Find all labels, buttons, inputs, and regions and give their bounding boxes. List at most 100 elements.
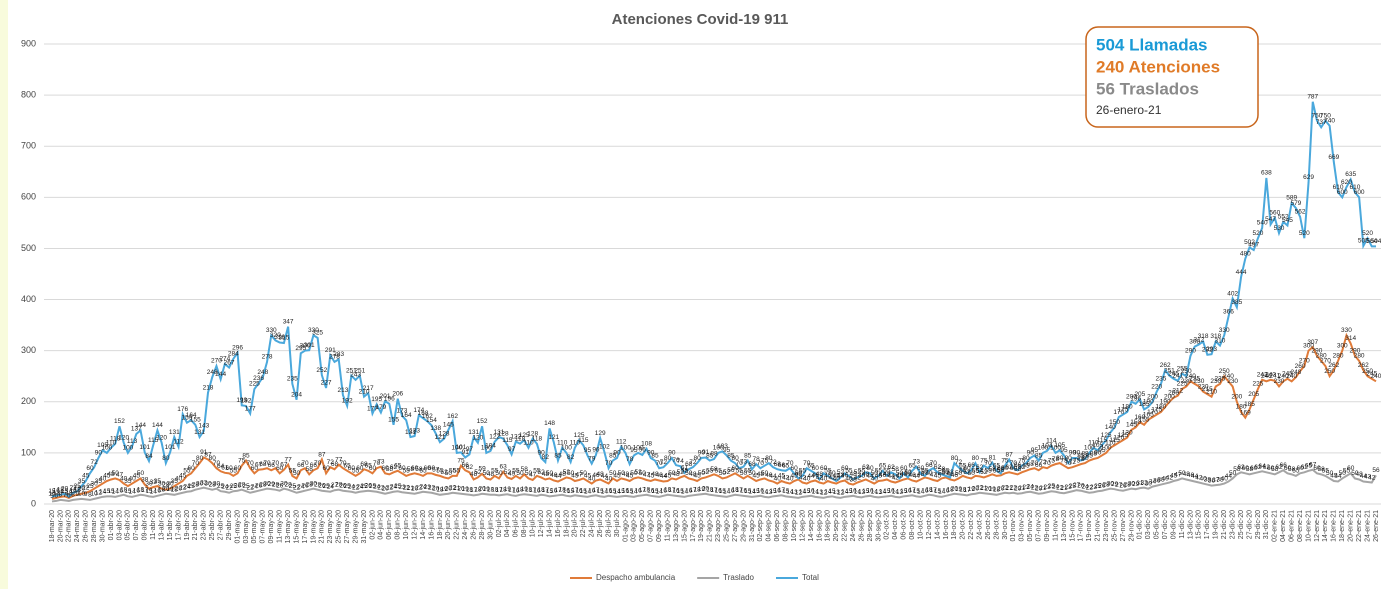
data-label: 58	[1271, 466, 1279, 473]
data-label: 250	[1181, 368, 1192, 375]
data-label: 18	[436, 487, 444, 494]
data-label: 70	[339, 460, 347, 467]
data-label: 240	[1261, 373, 1272, 380]
x-tick-label: 01-nov-20	[1010, 510, 1017, 542]
data-label: 100	[481, 445, 492, 452]
data-label: 18	[474, 487, 482, 494]
data-label: 60	[963, 465, 971, 472]
data-label: 241	[1172, 373, 1183, 380]
y-tick-label: 400	[21, 294, 36, 304]
data-label: 85	[651, 452, 659, 459]
data-label: 45	[833, 473, 841, 480]
x-tick-label: 24-ene-21	[1364, 510, 1371, 542]
data-label: 38	[850, 476, 858, 483]
data-label: 44	[807, 473, 815, 480]
data-label: 14	[656, 489, 664, 496]
data-label: 505	[1358, 238, 1369, 245]
x-tick-label: 23-abr-20	[201, 510, 208, 540]
data-label: 28	[162, 481, 170, 488]
data-label: 248	[1290, 369, 1301, 376]
data-label: 280	[1316, 353, 1327, 360]
x-tick-label: 03-dic-20	[1145, 510, 1152, 539]
data-label: 8	[88, 492, 92, 499]
data-label: 17	[736, 487, 744, 494]
data-label: 131	[494, 429, 505, 436]
data-label: 55	[681, 468, 689, 475]
x-tick-label: 05-dic-20	[1154, 510, 1161, 539]
x-tick-label: 21-abr-20	[192, 510, 199, 540]
data-label: 17	[689, 487, 697, 494]
data-label: 205	[1248, 391, 1259, 398]
x-tick-label: 03-ago-20	[631, 510, 638, 542]
data-label: 17	[571, 487, 579, 494]
data-label: 52	[963, 469, 971, 476]
data-label: 7	[63, 492, 67, 499]
data-label: 17	[909, 487, 917, 494]
data-label: 18	[491, 487, 499, 494]
data-label: 21	[1006, 485, 1014, 492]
data-label: 20	[445, 485, 453, 492]
data-label: 50	[719, 470, 727, 477]
x-tick-label: 05-nov-20	[1027, 510, 1034, 542]
data-label: 72	[689, 459, 697, 466]
data-label: 143	[198, 423, 209, 430]
data-label: 190	[1143, 399, 1154, 406]
data-label: 315	[278, 335, 289, 342]
data-label: 75	[238, 457, 246, 464]
x-tick-label: 21-may-20	[319, 510, 326, 544]
data-label: 45	[82, 473, 90, 480]
data-label: 47	[1174, 472, 1182, 479]
data-label: 240	[1278, 373, 1289, 380]
data-label: 18	[643, 487, 651, 494]
data-label: 78	[626, 456, 634, 463]
data-label: 248	[207, 369, 218, 376]
data-label: 60	[1010, 465, 1018, 472]
data-label: 80	[209, 455, 217, 462]
x-tick-label: 27-ago-20	[732, 510, 739, 542]
data-label: 60	[866, 465, 874, 472]
data-label: 28	[335, 481, 343, 488]
data-label: 18	[500, 487, 508, 494]
data-label: 15	[753, 488, 761, 495]
data-label: 22	[225, 484, 233, 491]
data-label: 14	[799, 489, 807, 496]
data-label: 152	[477, 418, 488, 425]
data-label: 45	[103, 473, 111, 480]
data-label: 52	[702, 469, 710, 476]
data-label: 18	[466, 487, 474, 494]
data-label: 70	[757, 460, 765, 467]
data-label: 29	[1111, 481, 1119, 488]
x-tick-label: 02-ene-21	[1272, 510, 1279, 542]
data-label: 15	[597, 488, 605, 495]
data-label: 16	[740, 488, 748, 495]
data-label: 48	[470, 471, 478, 478]
x-tick-label: 09-nov-20	[1044, 510, 1051, 542]
data-label: 60	[841, 465, 849, 472]
x-tick-label: 11-dic-20	[1179, 510, 1186, 539]
data-label: 22	[1086, 484, 1094, 491]
data-label: 20	[175, 485, 183, 492]
data-label: 16	[715, 488, 723, 495]
data-label: 243	[1257, 372, 1268, 379]
data-label: 22	[415, 484, 423, 491]
data-label: 25	[86, 483, 94, 490]
data-label: 40	[786, 475, 794, 482]
x-tick-label: 04-jul-20	[504, 510, 511, 537]
data-label: 68	[774, 461, 782, 468]
data-label: 52	[947, 469, 955, 476]
data-label: 112	[616, 438, 627, 445]
data-label: 347	[283, 318, 294, 325]
data-label: 176	[177, 406, 188, 413]
data-label: 60	[790, 465, 798, 472]
data-label: 55	[858, 468, 866, 475]
data-label: 100	[713, 445, 724, 452]
data-label: 52	[942, 469, 950, 476]
data-label: 27	[331, 482, 339, 489]
data-label: 48	[651, 471, 659, 478]
data-label: 45	[133, 473, 141, 480]
data-label: 40	[128, 475, 136, 482]
x-tick-label: 24-oct-20	[976, 510, 983, 540]
data-label: 79	[588, 455, 596, 462]
data-label: 196	[384, 396, 395, 403]
data-label: 162	[422, 413, 433, 420]
